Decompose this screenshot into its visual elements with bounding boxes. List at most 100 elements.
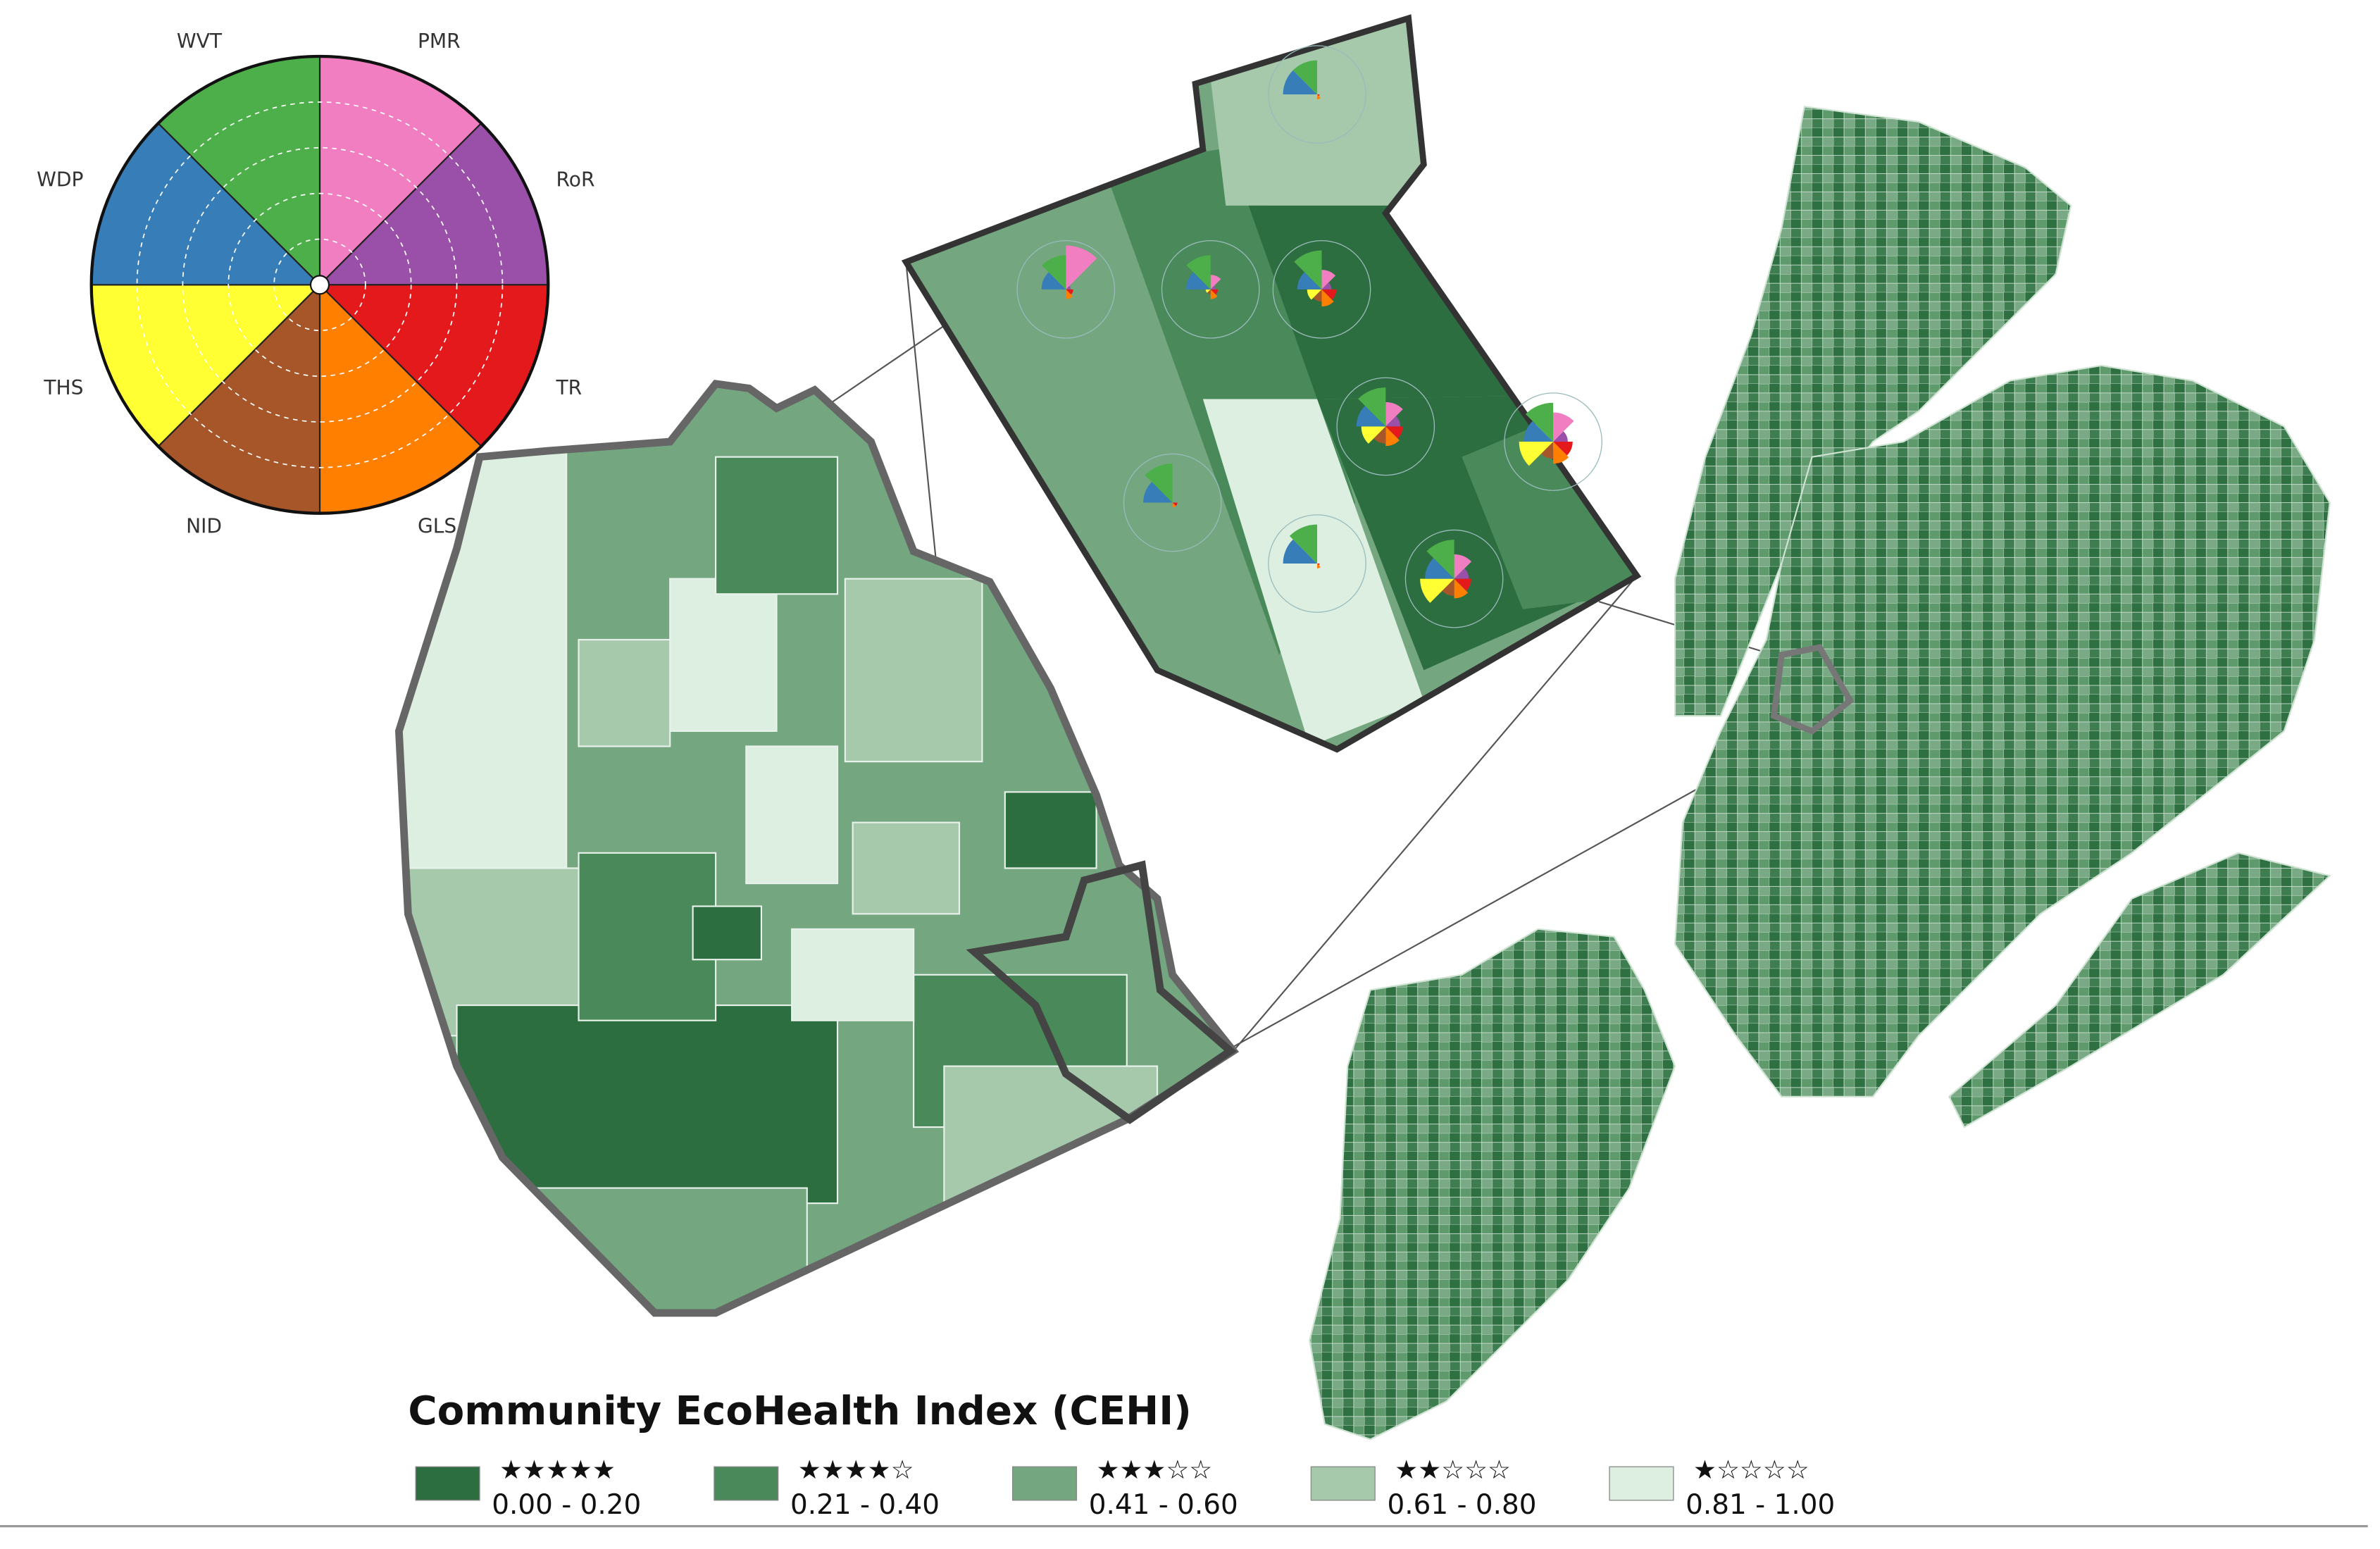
wheel-label: GLS [418, 515, 456, 538]
legend-swatch [1609, 1466, 1674, 1501]
legend-swatch [714, 1466, 779, 1501]
glyph-ring [1123, 453, 1222, 552]
city-map [1309, 106, 2331, 1441]
glyph-segment [1519, 442, 1554, 466]
glyph-segment [1283, 539, 1318, 564]
glyph-segment [1294, 250, 1322, 290]
glyph-segment [1356, 406, 1386, 427]
glyph-segment [1385, 416, 1401, 427]
glyph-segment [1321, 289, 1337, 300]
glyph-ring [1268, 45, 1366, 144]
neighborhood-map [399, 383, 1234, 1313]
glyph-segment [1041, 272, 1066, 290]
glyph-segment [1385, 426, 1403, 439]
legend-swatch [415, 1466, 480, 1501]
glyph-segment [1205, 289, 1211, 293]
glyph-segment [1307, 289, 1322, 300]
legend-stars: ★☆☆☆☆ [1693, 1455, 1809, 1485]
legend: ★★★★★ 0.00 - 0.20 ★★★★☆ 0.21 - 0.40 ★★★☆☆ 0.4… [415, 1455, 1835, 1521]
glyph-segment [1553, 442, 1569, 464]
glyph-segment [1313, 289, 1322, 302]
glyph-segment [1321, 282, 1332, 290]
legend-title: Community EcoHealth Index (CEHI) [408, 1388, 1191, 1434]
glyph-segment [1454, 578, 1471, 591]
wheel-rim [89, 54, 550, 515]
glyph-segment [1297, 272, 1322, 290]
legend-range: 0.81 - 1.00 [1686, 1489, 1835, 1521]
legend-range: 0.61 - 0.80 [1387, 1489, 1536, 1521]
legend-stars: ★★★☆☆ [1097, 1455, 1213, 1485]
glyph-segment [1321, 270, 1336, 290]
glyph-ring [1268, 514, 1366, 613]
glyph-segment [1524, 421, 1554, 442]
glyph-segment [1172, 502, 1176, 508]
glyph-segment [1454, 578, 1469, 599]
wheel-label: RoR [556, 168, 595, 192]
key-wheel: PMR RoR TR GLS NID THS WDP WVT [37, 30, 594, 538]
glyph-segment [1553, 412, 1574, 442]
legend-swatch [1011, 1466, 1078, 1501]
glyph-segment [1442, 578, 1454, 596]
glyph-segment [1292, 60, 1318, 95]
wheel-ring [273, 238, 366, 332]
wheel-label: THS [43, 376, 83, 399]
neighborhood-locator [1770, 644, 1855, 735]
wheel-center [309, 275, 330, 295]
glyph-segment [1145, 464, 1173, 503]
glyph-segment [1317, 94, 1321, 99]
legend-range: 0.21 - 0.40 [790, 1489, 940, 1521]
inset-outline [901, 14, 1642, 753]
wheel-label: PMR [418, 30, 461, 53]
glyph-ring [1161, 239, 1260, 339]
glyph-segment [1317, 94, 1320, 97]
glyph-segment [1361, 426, 1386, 444]
wheel-label: WDP [37, 168, 83, 192]
glyph-segment [1373, 426, 1386, 444]
glyph-segment [1042, 255, 1066, 290]
glyph-segment [1066, 285, 1071, 290]
glyph-segment [1454, 568, 1469, 579]
glyph-ring [1016, 239, 1116, 339]
glyph-segment [1317, 564, 1321, 568]
glyph-segment [1385, 426, 1400, 447]
glyph-segment [1385, 402, 1403, 427]
glyph-segment [1210, 275, 1221, 290]
zoom-area [966, 860, 1237, 1124]
glyph-segment [1143, 482, 1173, 503]
glyph-segment [1289, 524, 1318, 564]
wheel-label: TR [556, 376, 582, 399]
glyph-segment [1186, 255, 1211, 290]
wheel-label: WVT [177, 30, 223, 53]
glyph-segment [1426, 540, 1454, 579]
glyph-segment [1454, 554, 1472, 579]
legend-range: 0.41 - 0.60 [1089, 1489, 1238, 1521]
glyph-segment [1420, 578, 1454, 603]
glyph-segment [1066, 289, 1073, 295]
wheel-ring [136, 101, 504, 468]
glyph-segment [1317, 564, 1320, 566]
legend-swatch [1310, 1466, 1376, 1501]
glyph-segment [1553, 431, 1568, 442]
glyph-segment [1283, 70, 1318, 95]
legend-stars: ★★★★☆ [798, 1455, 914, 1485]
wheel-ring [228, 192, 412, 377]
glyph-segment [1525, 402, 1554, 442]
glyph-ring [1504, 392, 1602, 491]
glyph-segment [1321, 289, 1334, 307]
glyph-segment [1358, 387, 1386, 427]
legend-stars: ★★★★★ [499, 1455, 616, 1485]
glyph-ring [1336, 377, 1435, 476]
glyph-segment [1066, 289, 1073, 299]
glyph-ring [1272, 239, 1371, 339]
legend-stars: ★★☆☆☆ [1395, 1455, 1511, 1485]
wheel-ring [182, 147, 458, 423]
glyph-segment [1210, 285, 1216, 290]
glyph-segment [1172, 502, 1178, 506]
glyph-segment [1210, 289, 1219, 295]
wheel-label: NID [186, 515, 222, 538]
glyph-segment [1540, 442, 1554, 459]
glyph-segment [1186, 272, 1211, 290]
legend-range: 0.00 - 0.20 [492, 1489, 641, 1521]
glyph-ring [1404, 529, 1504, 628]
